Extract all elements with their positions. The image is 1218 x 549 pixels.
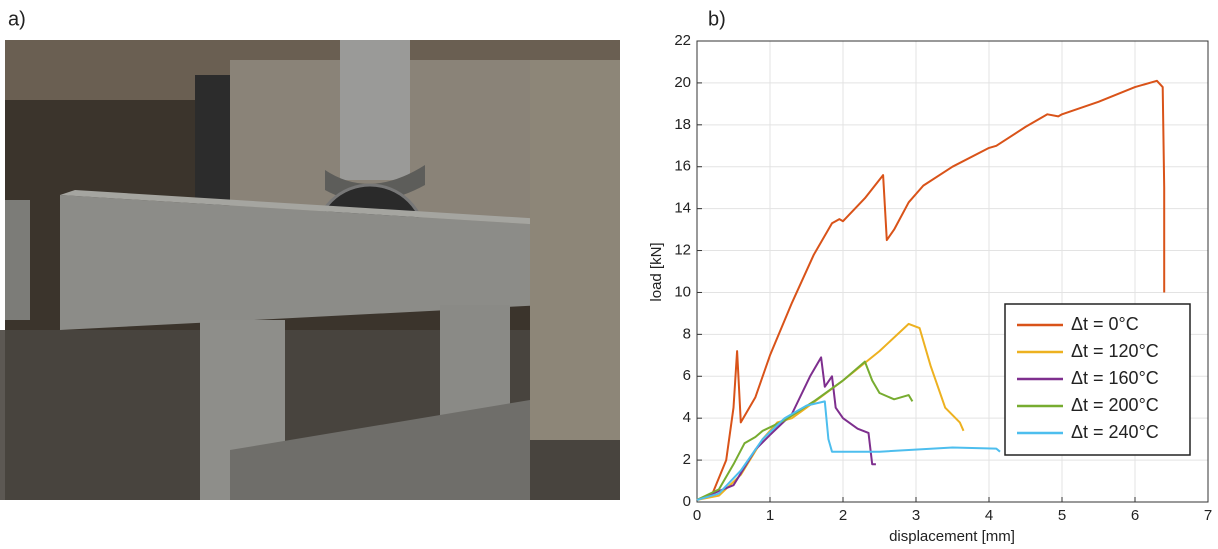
y-tick-label: 2 bbox=[683, 451, 691, 468]
y-tick-label: 12 bbox=[674, 242, 691, 259]
y-tick-label: 16 bbox=[674, 158, 691, 175]
y-tick-label: 14 bbox=[674, 200, 691, 217]
y-tick-label: 10 bbox=[674, 283, 691, 300]
data-line bbox=[696, 400, 1001, 501]
x-tick-label: 0 bbox=[693, 507, 701, 524]
y-tick-label: 20 bbox=[674, 74, 691, 91]
photo bbox=[0, 40, 620, 500]
y-tick-label: 0 bbox=[683, 493, 691, 510]
x-tick-label: 5 bbox=[1058, 507, 1066, 524]
data-line bbox=[696, 79, 1166, 501]
y-tick-label: 22 bbox=[674, 32, 691, 49]
y-tick-label: 8 bbox=[683, 325, 691, 342]
y-axis-label: load [kN] bbox=[648, 242, 665, 301]
x-tick-label: 4 bbox=[985, 507, 993, 524]
x-tick-label: 1 bbox=[766, 507, 774, 524]
x-tick-label: 7 bbox=[1204, 507, 1212, 524]
legend-label: Δt = 240°C bbox=[1071, 422, 1159, 442]
legend-label: Δt = 160°C bbox=[1071, 368, 1159, 388]
axes-frame bbox=[696, 40, 1209, 503]
legend-label: Δt = 0°C bbox=[1071, 314, 1139, 334]
y-tick-label: 4 bbox=[683, 409, 691, 426]
x-tick-label: 2 bbox=[839, 507, 847, 524]
legend-label: Δt = 200°C bbox=[1071, 395, 1159, 415]
panel-label: b) bbox=[708, 8, 726, 30]
y-tick-label: 6 bbox=[683, 367, 691, 384]
legend-label: Δt = 120°C bbox=[1071, 341, 1159, 361]
x-tick-label: 6 bbox=[1131, 507, 1139, 524]
x-axis-label: displacement [mm] bbox=[889, 528, 1015, 545]
x-tick-label: 3 bbox=[912, 507, 920, 524]
panel-label: a) bbox=[8, 8, 26, 30]
data-line bbox=[696, 356, 876, 501]
y-tick-label: 18 bbox=[674, 116, 691, 133]
data-line bbox=[696, 360, 914, 501]
